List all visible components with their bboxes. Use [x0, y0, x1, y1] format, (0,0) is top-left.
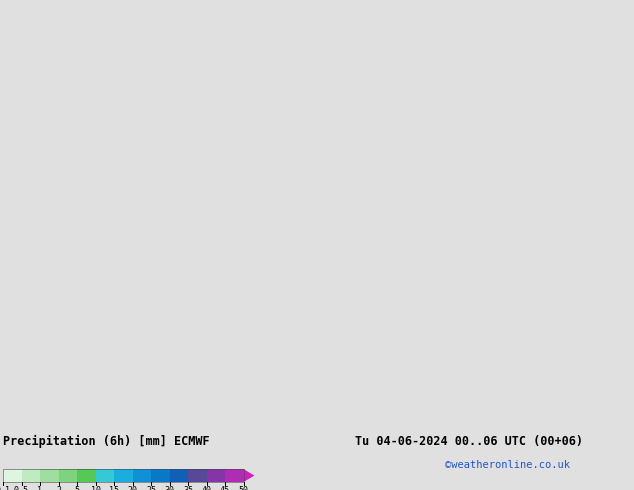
Bar: [77, 469, 96, 482]
Text: Precipitation (6h) [mm] ECMWF: Precipitation (6h) [mm] ECMWF: [3, 435, 210, 448]
Polygon shape: [243, 469, 254, 482]
Text: 0.1: 0.1: [0, 486, 11, 490]
Text: 45: 45: [220, 486, 230, 490]
Bar: [3, 469, 243, 482]
Bar: [58, 469, 77, 482]
Bar: [225, 469, 243, 482]
Text: 0.5: 0.5: [14, 486, 29, 490]
Text: 20: 20: [127, 486, 138, 490]
Bar: [22, 469, 40, 482]
Bar: [96, 469, 114, 482]
Text: 40: 40: [202, 486, 212, 490]
Bar: [3, 469, 22, 482]
Bar: [207, 469, 225, 482]
Text: 1: 1: [37, 486, 42, 490]
Text: 15: 15: [109, 486, 119, 490]
Text: 50: 50: [238, 486, 249, 490]
Text: Tu 04-06-2024 00..06 UTC (00+06): Tu 04-06-2024 00..06 UTC (00+06): [355, 435, 583, 448]
Bar: [169, 469, 188, 482]
Bar: [133, 469, 151, 482]
Text: 30: 30: [164, 486, 174, 490]
Text: 2: 2: [56, 486, 61, 490]
Text: ©weatheronline.co.uk: ©weatheronline.co.uk: [445, 460, 570, 470]
Text: 10: 10: [91, 486, 101, 490]
Bar: [151, 469, 169, 482]
Text: 35: 35: [183, 486, 193, 490]
Bar: [188, 469, 207, 482]
Text: 5: 5: [75, 486, 79, 490]
Bar: [40, 469, 58, 482]
Text: 25: 25: [146, 486, 156, 490]
Bar: [114, 469, 133, 482]
